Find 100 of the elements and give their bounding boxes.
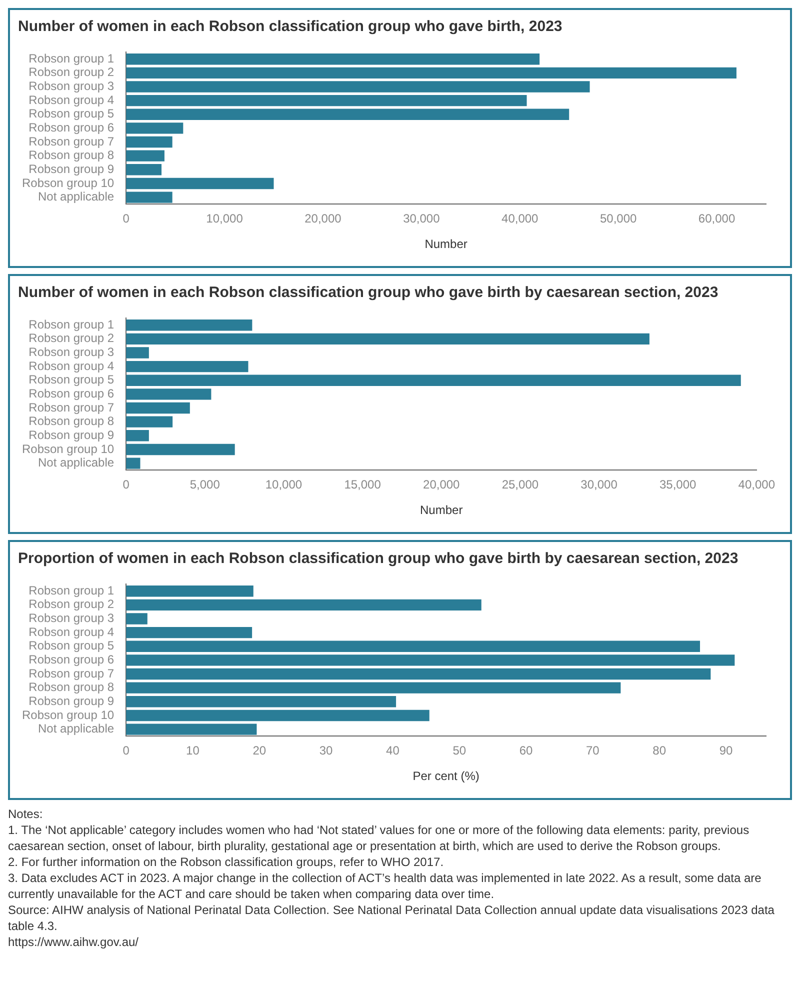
x-tick-label: 80 xyxy=(652,744,666,758)
y-tick-label: Robson group 4 xyxy=(28,624,114,639)
y-tick-label: Robson group 9 xyxy=(28,694,114,708)
bar xyxy=(126,640,700,652)
y-tick-label: Robson group 10 xyxy=(22,442,114,456)
y-tick-label: Not applicable xyxy=(38,456,114,470)
bar xyxy=(126,654,735,666)
x-tick-label: 35,000 xyxy=(659,478,697,492)
bar xyxy=(126,599,482,611)
y-tick-label: Robson group 2 xyxy=(28,597,114,612)
x-tick-label: 50,000 xyxy=(600,212,637,226)
y-tick-label: Not applicable xyxy=(38,722,114,736)
x-tick-label: 30 xyxy=(319,744,334,758)
bar xyxy=(126,136,172,148)
bar xyxy=(126,388,212,400)
bar xyxy=(126,122,184,134)
y-tick-label: Robson group 3 xyxy=(28,611,114,626)
bar xyxy=(126,67,736,79)
x-tick-label: 40,000 xyxy=(502,212,539,226)
bar xyxy=(126,108,570,120)
bar xyxy=(126,374,741,386)
bar xyxy=(126,444,235,456)
chart-title: Proportion of women in each Robson classification group who gave birth by caesarean section, 2023 xyxy=(18,550,740,567)
bar xyxy=(126,178,274,190)
bar xyxy=(126,696,396,708)
chart-title: Number of women in each Robson classification group who gave birth by caesarean section, 2023 xyxy=(18,284,720,301)
y-tick-label: Robson group 4 xyxy=(28,358,114,373)
x-axis-title: Number xyxy=(420,503,463,518)
y-tick-label: Robson group 8 xyxy=(28,680,114,694)
y-tick-label: Robson group 10 xyxy=(22,708,114,722)
y-tick-label: Robson group 7 xyxy=(28,400,114,414)
y-tick-label: Robson group 2 xyxy=(28,331,114,346)
bar xyxy=(126,416,173,428)
bar xyxy=(126,458,140,469)
x-tick-label: 10 xyxy=(186,744,200,758)
x-tick-label: 30,000 xyxy=(580,478,618,492)
x-tick-label: 25,000 xyxy=(502,478,539,492)
x-tick-label: 15,000 xyxy=(344,478,382,492)
x-tick-label: 90 xyxy=(719,744,733,758)
bar xyxy=(126,360,248,372)
x-tick-label: 70 xyxy=(586,744,600,758)
bar xyxy=(126,710,430,722)
y-tick-label: Robson group 7 xyxy=(28,134,114,148)
x-tick-label: 0 xyxy=(122,212,130,226)
y-tick-label: Robson group 6 xyxy=(28,386,114,401)
text: 2. For further information on the Robson classification groups, refer to WHO 2017. xyxy=(8,854,445,870)
bar xyxy=(126,682,621,694)
bar xyxy=(126,320,252,331)
y-tick-label: Robson group 7 xyxy=(28,666,114,680)
y-tick-label: Robson group 3 xyxy=(28,345,114,360)
x-tick-label: 60,000 xyxy=(698,212,736,226)
chart-title: Number of women in each Robson classification group who gave birth, 2023 xyxy=(18,18,564,35)
bar xyxy=(126,586,254,597)
bar xyxy=(126,192,172,203)
y-tick-label: Robson group 3 xyxy=(28,79,114,94)
bar xyxy=(126,626,252,638)
source-note: Source: AIHW analysis of National Perinatal Data Collection. See National Perinatal Data Collection annual update data visualisations 2023 data table 4.3. xyxy=(8,902,776,934)
y-tick-label: Robson group 8 xyxy=(28,148,114,162)
y-tick-label: Robson group 2 xyxy=(28,65,114,80)
y-tick-label: Robson group 6 xyxy=(28,120,114,135)
x-tick-label: 20,000 xyxy=(423,478,460,492)
bar xyxy=(126,164,162,176)
y-tick-label: Robson group 5 xyxy=(28,372,114,387)
y-tick-label: Robson group 5 xyxy=(28,638,114,653)
y-tick-label: Robson group 4 xyxy=(28,92,114,107)
y-tick-label: Not applicable xyxy=(38,190,114,204)
bar xyxy=(126,347,149,358)
bar xyxy=(126,724,257,735)
text: 3. Data excludes ACT in 2023. A major change in the collection of ACT’s health data was implemented in late 2022. As a result, some data are currently unavailable for the ACT and care should be taken when comparing data over time. xyxy=(8,870,762,902)
bar xyxy=(126,54,540,65)
y-tick-label: Robson group 6 xyxy=(28,652,114,667)
x-tick-label: 50 xyxy=(452,744,466,758)
y-tick-label: Robson group 9 xyxy=(28,162,114,176)
y-tick-label: Robson group 1 xyxy=(28,317,114,332)
x-tick-label: 20 xyxy=(252,744,266,758)
bar xyxy=(126,668,711,680)
y-tick-label: Robson group 8 xyxy=(28,414,114,428)
x-tick-label: 5,000 xyxy=(190,478,220,492)
x-tick-label: 60 xyxy=(519,744,534,758)
x-axis-title: Per cent (%) xyxy=(412,769,480,784)
bar xyxy=(126,333,650,345)
text: Notes: xyxy=(8,806,44,822)
x-tick-label: 20,000 xyxy=(304,212,342,226)
x-tick-label: 0 xyxy=(122,478,130,492)
bar xyxy=(126,94,527,106)
bar xyxy=(126,150,164,162)
bar xyxy=(126,81,590,92)
x-tick-label: 10,000 xyxy=(265,478,302,492)
y-tick-label: Robson group 5 xyxy=(28,106,114,121)
x-axis-title: Number xyxy=(424,237,468,252)
x-tick-label: 0 xyxy=(122,744,130,758)
text: https://www.aihw.gov.au/ xyxy=(8,934,140,950)
bar xyxy=(126,613,148,624)
y-tick-label: Robson group 10 xyxy=(22,176,114,190)
y-tick-label: Robson group 1 xyxy=(28,583,114,598)
bar xyxy=(126,402,190,414)
x-tick-label: 10,000 xyxy=(206,212,244,226)
x-tick-label: 40,000 xyxy=(738,478,776,492)
x-tick-label: 40 xyxy=(386,744,400,758)
x-tick-label: 30,000 xyxy=(403,212,440,226)
